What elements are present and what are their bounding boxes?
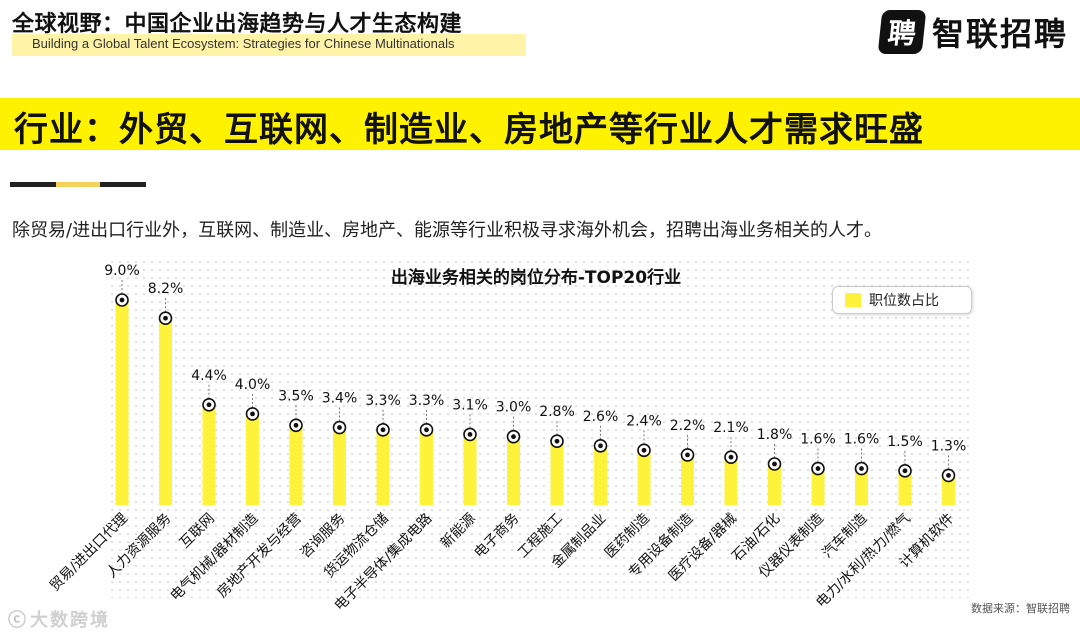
watermark-text: 大数跨境: [30, 610, 110, 631]
bar-14: [681, 454, 694, 505]
watermark-icon: ⓒ: [8, 610, 26, 631]
report-title: 全球视野：中国企业出海趋势与人才生态构建: [12, 12, 463, 37]
bar-2: [159, 318, 172, 505]
chart-legend: 职位数占比: [832, 286, 972, 314]
data-label-18: 1.6%: [844, 432, 880, 448]
marker-dot-8: [424, 427, 429, 433]
page-headline: 行业：外贸、互联网、制造业、房地产等行业人才需求旺盛: [14, 110, 924, 150]
data-label-9: 3.1%: [452, 397, 488, 413]
data-label-10: 3.0%: [496, 400, 532, 416]
data-label-12: 2.6%: [583, 409, 619, 425]
bar-4: [246, 413, 259, 505]
marker-dot-15: [728, 454, 734, 460]
marker-dot-11: [554, 438, 560, 444]
marker-dot-9: [467, 431, 473, 437]
legend-swatch: [845, 293, 861, 307]
bar-8: [420, 429, 433, 505]
category-label-9: 新能源: [438, 511, 479, 552]
watermark: ⓒ 大数跨境: [8, 606, 110, 632]
data-label-16: 1.8%: [757, 427, 793, 443]
data-label-8: 3.3%: [409, 393, 445, 409]
data-label-6: 3.4%: [322, 391, 358, 407]
data-label-1: 9.0%: [104, 263, 140, 279]
marker-dot-12: [598, 443, 603, 449]
category-label-1: 贸易/进出口代理: [47, 511, 131, 595]
bar-20: [942, 475, 955, 505]
marker-dot-7: [380, 427, 386, 433]
category-label-5: 房地产开发与经营: [214, 511, 305, 602]
bar-5: [289, 425, 303, 505]
data-label-17: 1.6%: [800, 432, 836, 448]
bar-15: [724, 457, 738, 505]
marker-dot-18: [859, 466, 864, 471]
deco-line-middle: [56, 182, 100, 187]
bar-11: [550, 441, 564, 505]
data-label-5: 3.5%: [278, 388, 314, 404]
description-text: 除贸易/进出口行业外，互联网、制造业、房地产、能源等行业积极寻求海外机会，招聘出…: [12, 220, 883, 241]
marker-dot-10: [511, 434, 516, 440]
marker-dot-14: [685, 452, 690, 458]
bar-1: [115, 300, 129, 505]
category-label-10: 电子商务: [471, 511, 522, 562]
marker-dot-5: [293, 422, 299, 428]
deco-line-right: [100, 182, 146, 187]
bars-layer: 9.0%贸易/进出口代理8.2%人力资源服务4.4%互联网4.0%电气机械/器材…: [47, 263, 966, 614]
report-subtitle: Building a Global Talent Ecosystem: Stra…: [32, 36, 455, 51]
bar-13: [637, 450, 651, 505]
data-label-13: 2.4%: [626, 413, 662, 429]
logo-text: 智联招聘: [931, 15, 1068, 53]
data-source: 数据来源：智联招聘: [971, 602, 1070, 615]
marker-dot-17: [815, 466, 821, 471]
headline-highlight: [0, 98, 1080, 150]
data-label-4: 4.0%: [235, 377, 271, 393]
chart-title: 出海业务相关的岗位分布-TOP20行业: [391, 267, 681, 288]
bar-19: [898, 470, 912, 505]
marker-dot-19: [902, 468, 908, 474]
data-label-2: 8.2%: [148, 281, 184, 297]
marker-dot-20: [946, 472, 951, 478]
data-label-14: 2.2%: [670, 418, 706, 434]
bar-17: [811, 468, 825, 505]
data-label-19: 1.5%: [887, 434, 923, 450]
data-label-15: 2.1%: [713, 420, 749, 436]
marker-dot-16: [772, 461, 777, 467]
marker-dot-6: [337, 425, 342, 430]
bar-3: [202, 404, 216, 505]
bar-16: [768, 464, 781, 505]
data-label-3: 4.4%: [191, 368, 227, 384]
bar-12: [594, 445, 607, 505]
bar-7: [376, 429, 390, 505]
data-label-20: 1.3%: [931, 438, 967, 454]
marker-dot-4: [250, 411, 255, 417]
bar-10: [507, 436, 520, 505]
marker-dot-1: [119, 297, 125, 303]
bar-9: [463, 434, 477, 505]
subtitle-highlight: [12, 34, 526, 56]
data-label-11: 2.8%: [539, 404, 575, 420]
legend-label: 职位数占比: [869, 293, 939, 309]
zhaopin-logo: 聘 智联招聘: [877, 8, 1068, 56]
marker-dot-2: [163, 315, 168, 321]
category-label-3: 互联网: [177, 511, 218, 552]
bar-18: [855, 468, 868, 505]
data-label-7: 3.3%: [365, 393, 401, 409]
deco-line-left: [10, 182, 56, 187]
bar-6: [333, 427, 346, 505]
marker-dot-3: [206, 402, 212, 408]
marker-dot-13: [641, 447, 647, 453]
